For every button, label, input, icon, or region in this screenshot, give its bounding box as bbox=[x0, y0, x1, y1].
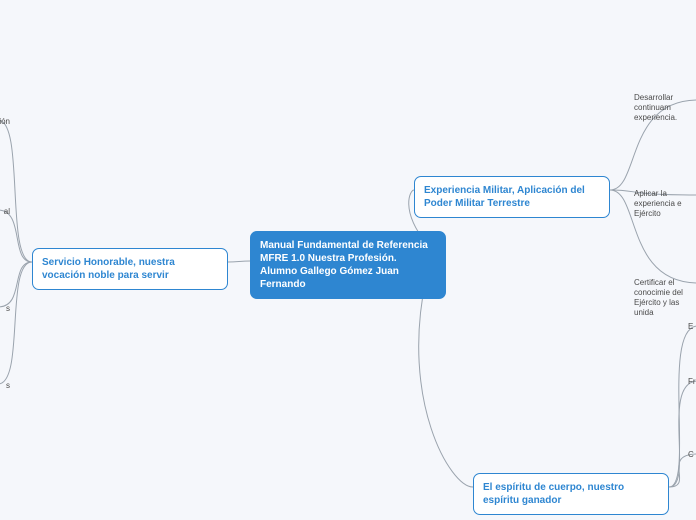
leaf-r2: Aplicar la experiencia e Ejército bbox=[634, 189, 696, 219]
leaf-l1: ión bbox=[0, 117, 10, 127]
leaf-rb3: C bbox=[688, 450, 696, 460]
branch-right-top[interactable]: Experiencia Militar, Aplicación del Pode… bbox=[414, 176, 610, 218]
leaf-l4: s bbox=[6, 381, 10, 391]
leaf-r1: Desarrollar continuam experiencia. bbox=[634, 93, 696, 123]
leaf-l2: al bbox=[4, 207, 10, 217]
mindmap-canvas: Manual Fundamental de Referencia MFRE 1.… bbox=[0, 0, 696, 520]
branch-right-bottom[interactable]: El espíritu de cuerpo, nuestro espíritu … bbox=[473, 473, 669, 515]
central-node[interactable]: Manual Fundamental de Referencia MFRE 1.… bbox=[250, 231, 446, 299]
branch-left[interactable]: Servicio Honorable, nuestra vocación nob… bbox=[32, 248, 228, 290]
leaf-rb1: E bbox=[688, 322, 696, 332]
leaf-r3: Certificar el conocimie del Ejército y l… bbox=[634, 278, 696, 318]
leaf-rb2: Fr bbox=[688, 377, 696, 387]
leaf-l3: s bbox=[6, 304, 10, 314]
